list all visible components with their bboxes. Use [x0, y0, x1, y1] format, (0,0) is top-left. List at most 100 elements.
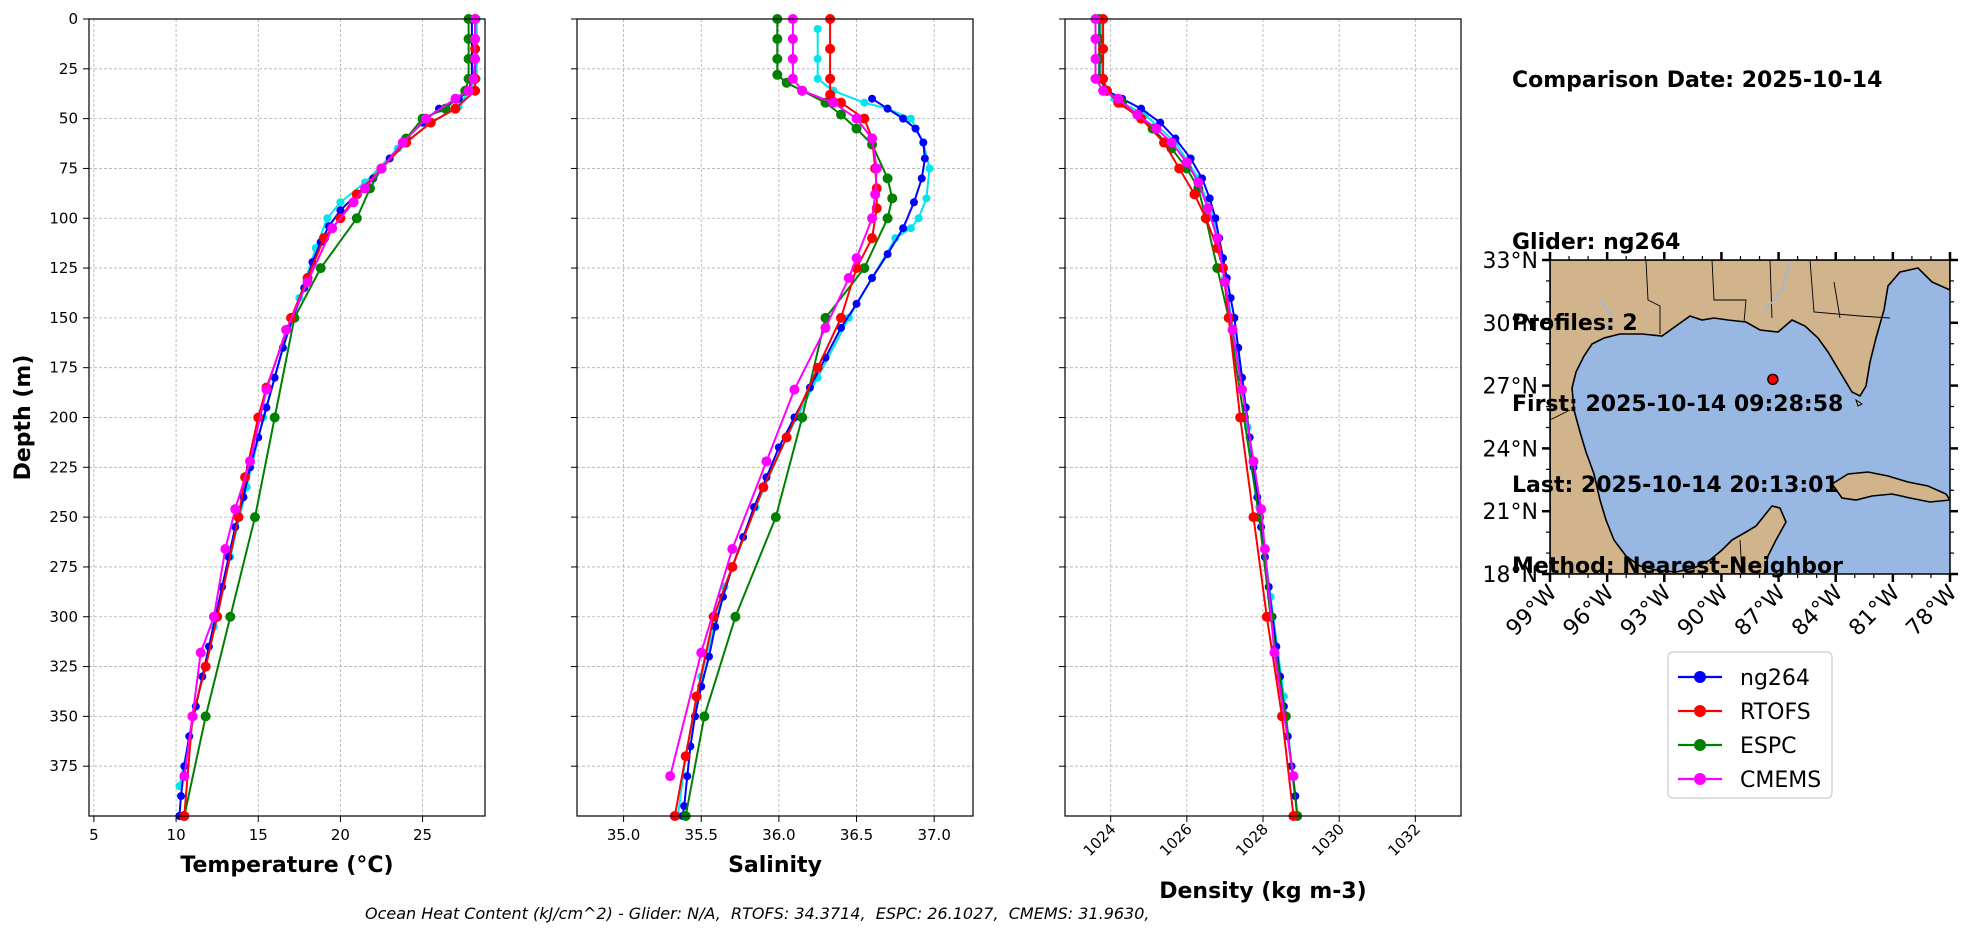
data-point	[899, 224, 908, 233]
map-land	[1550, 260, 1950, 574]
data-point	[200, 661, 211, 672]
data-point	[909, 198, 918, 207]
series-cyan	[673, 24, 934, 820]
data-point	[883, 104, 892, 113]
data-point	[665, 771, 676, 782]
data-point	[887, 193, 898, 204]
data-point	[470, 53, 481, 64]
data-point	[1288, 771, 1299, 782]
chart-panel-2: 35.0 35.5 36.0 36.5 37.0 Salinity	[571, 14, 974, 878]
data-point	[758, 482, 769, 493]
x-tick-label: 37.0	[917, 826, 950, 844]
data-point	[177, 792, 186, 801]
series-line	[1100, 19, 1297, 797]
last-time: Last: 2025-10-14 20:13:01	[1512, 473, 1839, 498]
ohc-footer: Ocean Heat Content (kJ/cm^2) - Glider: N…	[365, 904, 1150, 923]
y-tick-label: 100	[49, 209, 78, 227]
data-point	[870, 189, 881, 200]
map-border	[1711, 260, 1747, 323]
data-point	[1090, 53, 1101, 64]
map-border	[1809, 260, 1891, 319]
data-point	[882, 173, 893, 184]
legend-label: ng264	[1740, 666, 1810, 691]
data-point	[1090, 73, 1101, 84]
comparison-date: Comparison Date: 2025-10-14	[1512, 68, 1883, 93]
data-point	[797, 412, 808, 423]
data-point	[772, 69, 783, 80]
data-point	[828, 97, 839, 108]
chart-panel-1: 5 10 15 20 250255075100125150175200225250275…	[11, 10, 486, 878]
map-river	[1599, 299, 1613, 331]
data-point	[727, 544, 738, 555]
data-point	[696, 647, 707, 658]
data-point	[868, 274, 877, 283]
series-line	[676, 29, 931, 817]
legend-item-ng264: ng264	[1678, 666, 1810, 691]
data-point	[351, 189, 362, 200]
series-line	[681, 97, 926, 817]
data-point	[1090, 33, 1101, 44]
info-panel: Comparison Date: 2025-10-14 Glider: ng26…	[1512, 13, 1882, 607]
data-point	[761, 456, 772, 467]
data-point	[867, 213, 878, 224]
data-point	[262, 403, 271, 412]
data-point	[1098, 73, 1109, 84]
x-tick-label: 1028	[1232, 820, 1272, 860]
series-line	[183, 19, 477, 777]
data-point	[772, 33, 783, 44]
data-point	[705, 652, 713, 661]
chart-panel-3: 1024 1026 1028 1030 1032 Density (kg m-3)	[1059, 14, 1462, 904]
data-point	[922, 194, 931, 203]
data-point	[683, 772, 692, 781]
y-tick-label: 275	[49, 558, 78, 576]
legend-label: CMEMS	[1740, 768, 1821, 793]
data-point	[787, 53, 798, 64]
data-point	[691, 691, 702, 702]
data-point	[825, 43, 836, 54]
legend-item-espc: ESPC	[1678, 734, 1797, 759]
x-tick-label: 25	[413, 826, 432, 844]
data-point	[680, 751, 691, 762]
map-border	[1833, 281, 1841, 319]
data-point	[1261, 611, 1272, 622]
x-tick-label: 15	[249, 826, 268, 844]
lat-label: 24°N	[1483, 437, 1538, 462]
data-point	[917, 174, 926, 183]
data-point	[1237, 384, 1248, 395]
data-point	[1189, 189, 1200, 200]
series-cyan	[175, 15, 481, 791]
data-point	[1227, 324, 1238, 335]
data-point	[867, 233, 878, 244]
data-point	[470, 33, 481, 44]
data-point	[376, 163, 387, 174]
y-tick-label: 175	[49, 359, 78, 377]
legend-item-cmems: CMEMS	[1678, 768, 1821, 793]
data-point	[1181, 157, 1192, 168]
spacer	[1512, 148, 1882, 175]
data-point	[727, 561, 738, 572]
data-point	[680, 802, 689, 811]
data-point	[883, 250, 892, 259]
data-point	[925, 164, 934, 173]
data-point	[911, 124, 920, 133]
data-point	[450, 103, 461, 114]
y-tick-label: 250	[49, 508, 78, 526]
data-point	[906, 224, 915, 233]
data-point	[450, 93, 461, 104]
data-point	[787, 33, 798, 44]
map-border	[1739, 539, 1743, 574]
data-point	[397, 137, 408, 148]
data-point	[920, 154, 929, 163]
data-point	[836, 109, 846, 120]
data-point	[261, 384, 272, 395]
series-line	[673, 19, 878, 817]
data-point	[868, 94, 877, 103]
data-point	[843, 273, 854, 284]
data-point	[1256, 504, 1267, 515]
x-axis-label: Temperature (°C)	[180, 853, 393, 878]
legend-box	[1667, 651, 1833, 799]
data-point	[851, 123, 862, 134]
lat-label: 21°N	[1483, 500, 1538, 525]
data-point	[772, 53, 783, 64]
